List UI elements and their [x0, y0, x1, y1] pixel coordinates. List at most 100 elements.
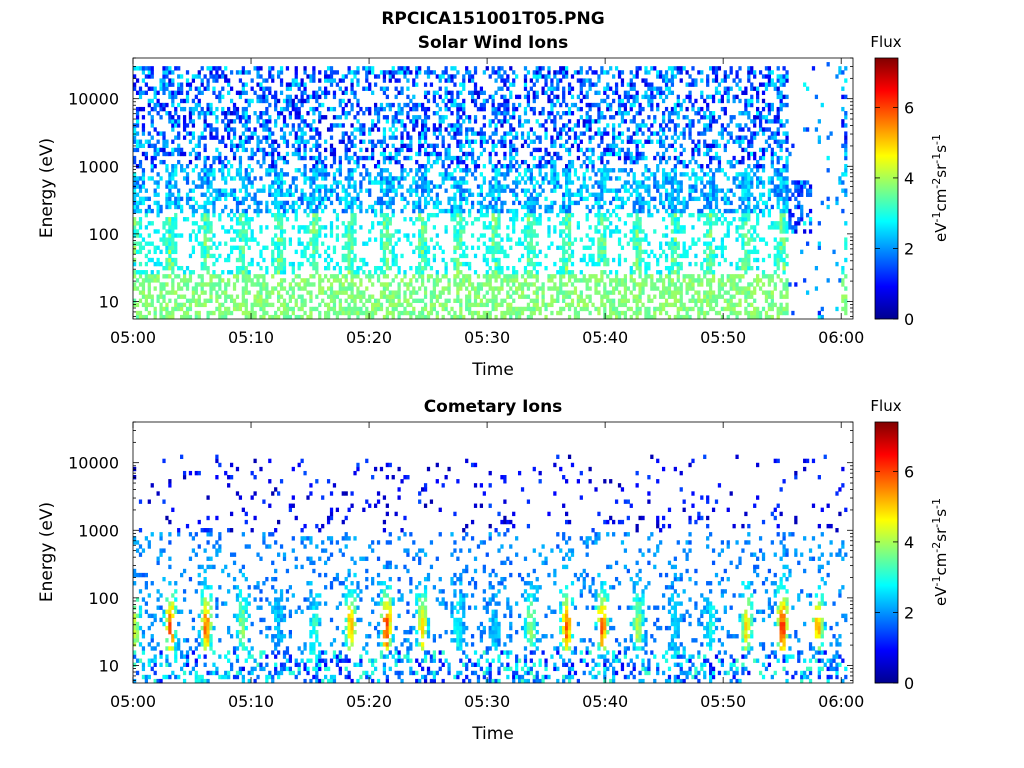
heatmap-cell [468, 115, 472, 120]
heatmap-cell [171, 164, 175, 169]
heatmap-cell [153, 102, 157, 108]
heatmap-cell [209, 74, 213, 79]
heatmap-cell [274, 225, 278, 230]
heatmap-cell [491, 241, 495, 246]
heatmap-cell [470, 233, 475, 238]
heatmap-cell [421, 306, 425, 312]
heatmap-cell [650, 212, 654, 218]
heatmap-cell [174, 200, 178, 206]
heatmap-cell [423, 253, 428, 259]
heatmap-cell [494, 294, 498, 299]
heatmap-cell [344, 143, 348, 149]
heatmap-cell [597, 192, 601, 197]
heatmap-cell [285, 139, 290, 144]
heatmap-cell [241, 302, 245, 308]
heatmap-cell [526, 90, 531, 96]
heatmap-cell [470, 78, 475, 83]
heatmap-cell [171, 245, 175, 250]
heatmap-cell [641, 278, 645, 283]
heatmap-cell [391, 102, 395, 108]
heatmap-cell [162, 233, 166, 238]
heatmap-cell [547, 98, 551, 104]
heatmap-cell [403, 127, 407, 132]
heatmap-cell [641, 184, 645, 189]
heatmap-cell [447, 78, 451, 83]
heatmap-cell [494, 286, 498, 291]
heatmap-cell [244, 168, 248, 173]
heatmap-cell [459, 192, 463, 197]
heatmap-cell [215, 70, 219, 75]
heatmap-cell [159, 306, 163, 312]
heatmap-cell [385, 70, 389, 75]
heatmap-cell [453, 274, 457, 279]
heatmap-cell [626, 94, 630, 100]
heatmap-cell [538, 111, 542, 116]
heatmap-cell [265, 265, 269, 271]
heatmap-cell [462, 102, 466, 108]
heatmap-cell [285, 200, 290, 206]
heatmap-cell [556, 310, 560, 316]
heatmap-cell [297, 143, 301, 149]
heatmap-cell [626, 90, 630, 96]
heatmap-cell [376, 298, 381, 303]
heatmap-cell [473, 119, 478, 124]
heatmap-cell [576, 119, 580, 124]
heatmap-cell [177, 294, 181, 299]
heatmap-cell [553, 115, 557, 120]
heatmap-cell [197, 314, 201, 320]
heatmap-cell [600, 196, 604, 202]
heatmap-cell [532, 261, 536, 267]
heatmap-cell [523, 270, 528, 275]
heatmap-cell [432, 159, 436, 165]
heatmap-cell [171, 123, 175, 128]
heatmap-cell [579, 78, 583, 83]
heatmap-cell [635, 310, 639, 316]
heatmap-cell [415, 217, 419, 222]
heatmap-cell [459, 139, 463, 144]
heatmap-cell [473, 98, 478, 104]
heatmap-cell [620, 196, 625, 202]
heatmap-cell [135, 123, 140, 128]
heatmap-cell [415, 123, 419, 128]
heatmap-cell [329, 233, 334, 238]
heatmap-cell [438, 74, 442, 79]
heatmap-cell [488, 282, 492, 287]
heatmap-cell [512, 278, 516, 283]
heatmap-cell [144, 261, 148, 267]
heatmap-cell [159, 86, 163, 91]
heatmap-cell [215, 294, 219, 299]
heatmap-cell [456, 184, 460, 189]
heatmap-cell [559, 229, 563, 234]
heatmap-cell [438, 294, 442, 299]
heatmap-cell [191, 119, 196, 124]
heatmap-cell [312, 176, 316, 181]
heatmap-cell [282, 229, 287, 234]
heatmap-cell [300, 298, 304, 303]
heatmap-cell [520, 188, 525, 193]
heatmap-cell [582, 119, 586, 124]
heatmap-cell [456, 212, 460, 218]
heatmap-cell [388, 290, 392, 295]
heatmap-cell [529, 249, 533, 255]
heatmap-cell [285, 172, 290, 177]
heatmap-cell [470, 310, 475, 316]
heatmap-cell [506, 265, 510, 271]
heatmap-cell [447, 74, 451, 79]
heatmap-cell [265, 290, 269, 295]
heatmap-cell [291, 265, 295, 271]
heatmap-cell [168, 290, 172, 295]
heatmap-cell [138, 159, 143, 165]
heatmap-cell [614, 90, 619, 96]
heatmap-cell [274, 212, 278, 218]
heatmap-cell [271, 249, 275, 255]
heatmap-cell [362, 111, 366, 116]
heatmap-cell [488, 119, 492, 124]
heatmap-cell [338, 282, 342, 287]
heatmap-cell [379, 106, 384, 112]
heatmap-cell [344, 90, 348, 96]
heatmap-cell [338, 172, 342, 177]
heatmap-cell [174, 111, 178, 116]
heatmap-cell [144, 66, 148, 71]
heatmap-cell [423, 127, 428, 132]
heatmap-cell [523, 94, 528, 100]
